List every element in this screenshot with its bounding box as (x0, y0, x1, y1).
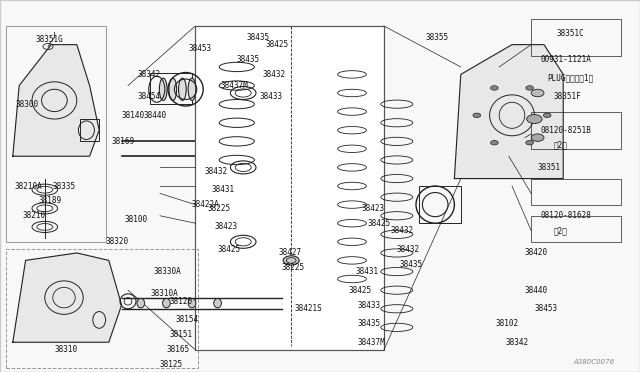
Text: 38165: 38165 (166, 345, 189, 354)
Circle shape (491, 86, 499, 90)
Text: 08120-8251B: 08120-8251B (541, 126, 591, 135)
Text: 38169: 38169 (112, 137, 135, 146)
Bar (195, 26, 384, 350)
Text: 38433: 38433 (259, 92, 282, 101)
Bar (419, 186, 461, 223)
Text: 38422A: 38422A (192, 200, 220, 209)
Bar (6, 26, 106, 242)
Text: 38432: 38432 (397, 245, 420, 254)
Text: PLUGプラグ（1）: PLUGプラグ（1） (547, 74, 593, 83)
Ellipse shape (531, 89, 544, 97)
Text: 08120-81628: 08120-81628 (541, 211, 591, 220)
Text: 38210: 38210 (22, 211, 45, 220)
Text: 38342: 38342 (506, 338, 529, 347)
Polygon shape (454, 45, 563, 179)
Text: 38425: 38425 (349, 286, 372, 295)
Ellipse shape (179, 78, 186, 100)
Text: 38440: 38440 (144, 111, 167, 120)
Bar (531, 112, 621, 149)
Text: 38432: 38432 (205, 167, 228, 176)
Text: 38225: 38225 (282, 263, 305, 272)
Circle shape (491, 141, 498, 145)
Polygon shape (13, 253, 122, 342)
Text: 38437M: 38437M (221, 81, 248, 90)
Text: 38310A: 38310A (150, 289, 178, 298)
Text: 38425: 38425 (218, 245, 241, 254)
Text: 38125: 38125 (160, 360, 183, 369)
Text: 38423: 38423 (214, 222, 237, 231)
Text: 38423: 38423 (362, 204, 385, 213)
Text: 38435: 38435 (357, 319, 380, 328)
Text: 38120: 38120 (170, 297, 193, 306)
Circle shape (543, 113, 551, 118)
Text: 38342: 38342 (138, 70, 161, 79)
Polygon shape (13, 45, 99, 156)
Text: 38225: 38225 (208, 204, 231, 213)
Text: 38140: 38140 (122, 111, 145, 120)
Bar (531, 216, 621, 242)
Text: 38425: 38425 (368, 219, 391, 228)
Text: 38440: 38440 (525, 286, 548, 295)
Text: 38435: 38435 (400, 260, 423, 269)
Text: （2）: （2） (554, 141, 568, 150)
Text: 38454: 38454 (138, 92, 161, 101)
Text: 38427: 38427 (278, 248, 301, 257)
Text: 38420: 38420 (525, 248, 548, 257)
Text: 38310: 38310 (54, 345, 77, 354)
Text: 38425: 38425 (266, 40, 289, 49)
Text: 38320: 38320 (106, 237, 129, 246)
Text: 38154: 38154 (176, 315, 199, 324)
Text: 38351: 38351 (538, 163, 561, 172)
Text: 38151: 38151 (170, 330, 193, 339)
Text: 38453: 38453 (534, 304, 557, 313)
Ellipse shape (188, 298, 196, 308)
Bar (6, 249, 198, 368)
Bar (531, 19, 621, 56)
Text: 00931-1121A: 00931-1121A (541, 55, 591, 64)
Text: 38351C: 38351C (557, 29, 584, 38)
Text: 38435: 38435 (237, 55, 260, 64)
Text: 38300: 38300 (16, 100, 39, 109)
Text: 38102: 38102 (496, 319, 519, 328)
Text: （2）: （2） (554, 226, 568, 235)
Text: 38453: 38453 (189, 44, 212, 53)
Text: 38351F: 38351F (554, 92, 581, 101)
Text: 38351G: 38351G (35, 35, 63, 44)
Ellipse shape (159, 78, 167, 100)
Circle shape (527, 115, 542, 124)
Text: 38435: 38435 (246, 33, 269, 42)
Bar (531, 179, 621, 205)
Circle shape (526, 141, 534, 145)
Text: A380C0076: A380C0076 (573, 359, 614, 365)
Ellipse shape (214, 298, 221, 308)
Ellipse shape (169, 78, 177, 100)
Circle shape (473, 113, 481, 118)
Circle shape (531, 134, 544, 141)
Text: 38437M: 38437M (357, 338, 385, 347)
Text: 38189: 38189 (38, 196, 61, 205)
Text: 38433: 38433 (357, 301, 380, 310)
Text: 38431: 38431 (355, 267, 378, 276)
Ellipse shape (137, 298, 145, 308)
Text: 38355: 38355 (426, 33, 449, 42)
Circle shape (526, 86, 534, 90)
Text: 38335: 38335 (52, 182, 76, 190)
Text: 38432: 38432 (262, 70, 285, 79)
Text: 38421S: 38421S (294, 304, 322, 313)
Text: 38100: 38100 (125, 215, 148, 224)
Text: 38330A: 38330A (154, 267, 181, 276)
Ellipse shape (163, 298, 170, 308)
Text: 38431: 38431 (211, 185, 234, 194)
Text: 38210A: 38210A (14, 182, 42, 190)
Bar (80, 119, 99, 141)
Text: 38432: 38432 (390, 226, 413, 235)
Bar (150, 73, 192, 104)
Bar (195, 26, 384, 350)
Ellipse shape (188, 78, 196, 100)
Ellipse shape (283, 256, 300, 265)
